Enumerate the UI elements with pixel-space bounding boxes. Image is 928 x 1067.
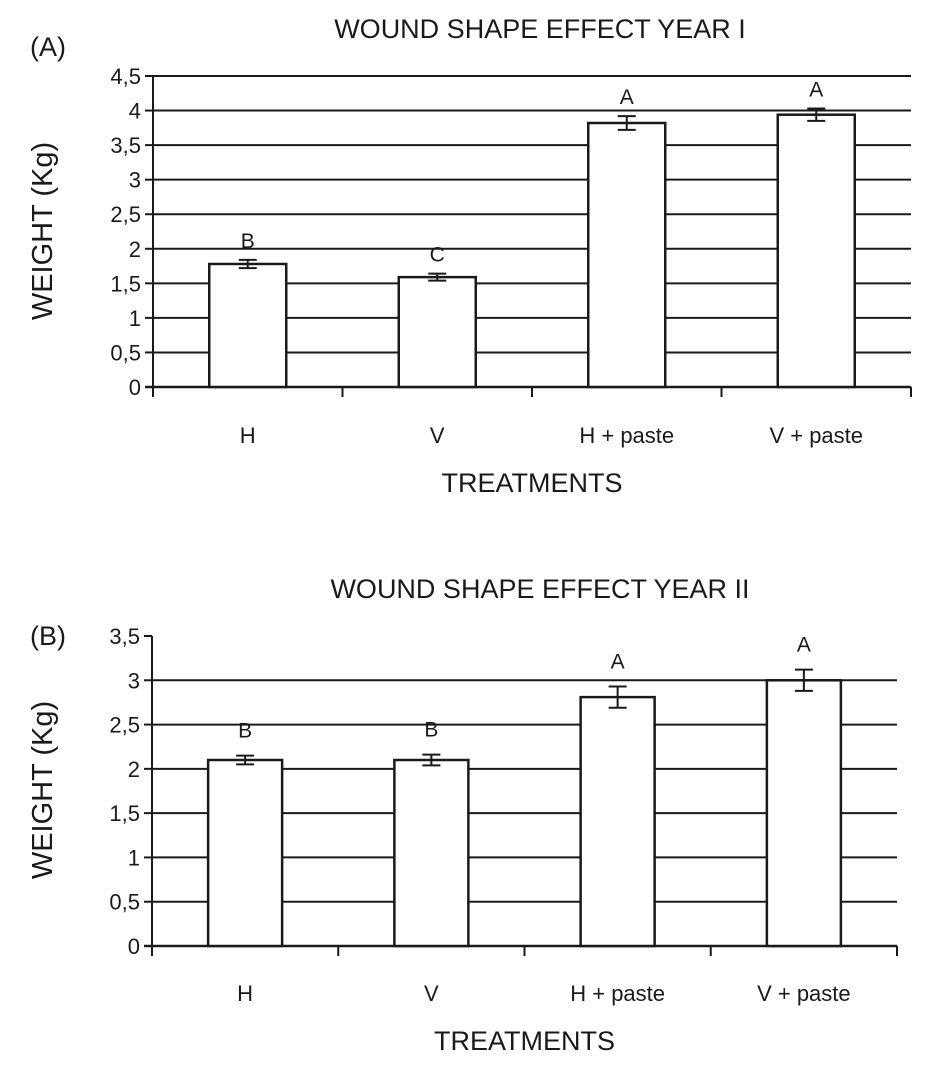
y-tick-label: 0,5	[109, 890, 140, 915]
y-tick-label: 2,5	[110, 202, 141, 227]
x-category-label: H	[237, 981, 253, 1006]
significance-letter: A	[809, 78, 823, 101]
y-tick-label: 1,5	[110, 271, 141, 296]
x-axis-label: TREATMENTS	[442, 468, 623, 498]
y-tick-label: 2	[128, 757, 140, 782]
y-tick-label: 2	[129, 237, 141, 262]
y-axis-label: WEIGHT (Kg)	[27, 701, 59, 879]
y-tick-label: 1,5	[109, 801, 140, 826]
y-tick-label: 4,5	[110, 64, 141, 89]
y-tick-label: 0	[128, 934, 140, 959]
x-category-label: H	[240, 423, 256, 448]
plot-area: 0 0,5 1 1,5 2 2,5 3 3,5 B H B V A H + paste A V + paste	[109, 624, 898, 1006]
x-category-label: V + paste	[757, 981, 851, 1006]
y-tick-label: 0	[129, 375, 141, 400]
bar	[397, 275, 477, 389]
significance-letter: B	[241, 230, 255, 253]
y-tick-label: 3	[128, 668, 140, 693]
significance-letter: A	[797, 634, 811, 657]
bar	[393, 758, 470, 948]
significance-letter: A	[611, 650, 625, 673]
significance-letter: B	[238, 720, 252, 743]
y-tick-label: 0,5	[110, 340, 141, 365]
panel-label: (B)	[30, 621, 66, 651]
x-category-label: H + paste	[570, 981, 665, 1006]
significance-letter: B	[424, 719, 438, 742]
y-axis-label: WEIGHT (Kg)	[27, 142, 59, 320]
x-category-label: V	[430, 423, 445, 448]
y-tick-label: 1	[128, 845, 140, 870]
bar	[776, 113, 856, 389]
x-category-label: H + paste	[579, 423, 674, 448]
y-tick-label: 3	[129, 168, 141, 193]
bar	[587, 121, 667, 389]
bar	[206, 758, 284, 948]
bar	[208, 262, 288, 389]
chart-year-2: WOUND SHAPE EFFECT YEAR II (B) WEIGHT (K…	[27, 574, 898, 1056]
bar	[579, 695, 656, 948]
x-category-label: V + paste	[769, 423, 863, 448]
bar	[765, 679, 843, 948]
x-category-label: V	[424, 981, 439, 1006]
y-tick-label: 2,5	[109, 713, 140, 738]
plot-area: 0 0,5 1 1,5 2 2,5 3 3,5 4 4,5 B H C V A H + paste A V + p…	[110, 64, 912, 448]
chart-year-1: WOUND SHAPE EFFECT YEAR I (A) WEIGHT (Kg…	[27, 14, 912, 498]
chart-title: WOUND SHAPE EFFECT YEAR I	[334, 14, 746, 44]
x-axis-label: TREATMENTS	[434, 1026, 615, 1056]
y-tick-label: 4	[129, 99, 141, 124]
y-tick-label: 3,5	[109, 624, 140, 649]
significance-letter: C	[430, 244, 445, 267]
y-tick-label: 3,5	[110, 133, 141, 158]
panel-label: (A)	[30, 32, 66, 62]
y-tick-label: 1	[129, 306, 141, 331]
chart-title: WOUND SHAPE EFFECT YEAR II	[330, 574, 749, 604]
significance-letter: A	[620, 86, 634, 109]
